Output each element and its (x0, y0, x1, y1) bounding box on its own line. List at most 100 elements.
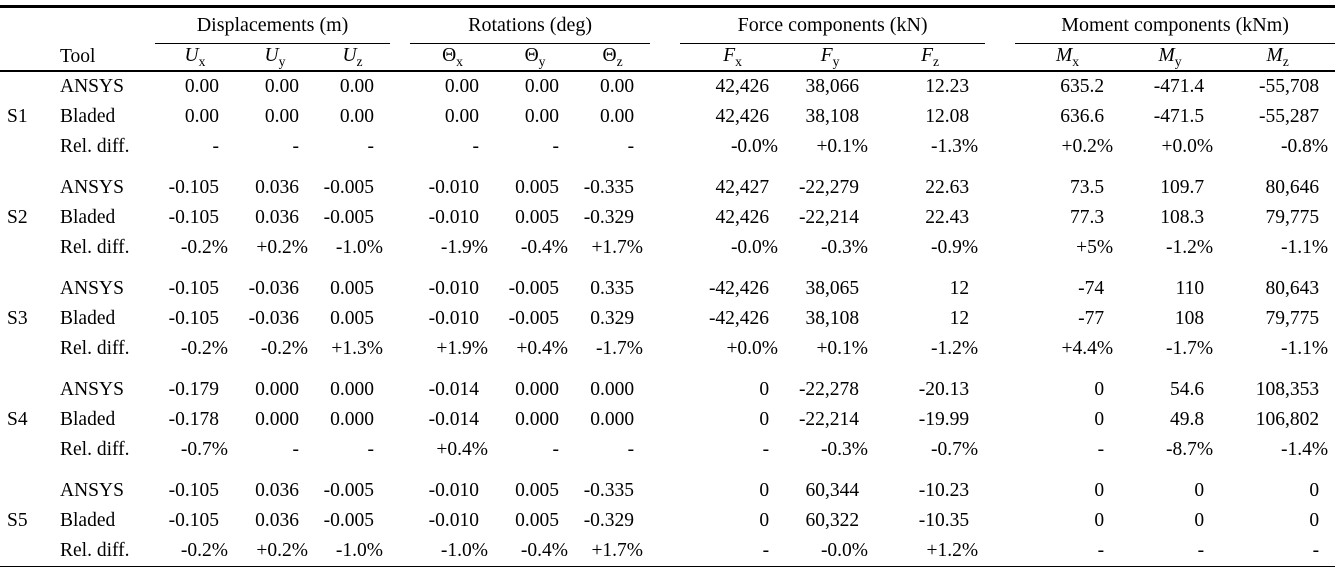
cell-s2-fx: 42,426 (715, 207, 770, 228)
column-group-gap (390, 435, 410, 465)
cell-s4-ux: -0.178 (168, 409, 219, 430)
column-group-gap (390, 132, 410, 162)
col-header-my: My (1120, 43, 1221, 72)
column-group-gap (985, 132, 1015, 162)
col-header-fz: Fz (875, 43, 986, 72)
column-group-gap (985, 364, 1015, 405)
cell-s4-fz: -20.13 (918, 379, 970, 400)
cell-s2-fy: -0.3% (820, 237, 869, 258)
cell-s2-theta-y: 0.005 (515, 177, 560, 198)
cell-s1-mx: 636.6 (1060, 106, 1105, 127)
cell-s5-fy: 60,344 (805, 480, 860, 501)
section-column-header (0, 43, 50, 72)
cell-s4-mx: 0 (1094, 379, 1105, 400)
cell-s3-theta-y: -0.005 (508, 278, 560, 299)
cell-s1-fy: 38,066 (805, 76, 860, 97)
column-group-gap (390, 203, 410, 233)
cell-s2-fy: -22,214 (798, 207, 860, 228)
tool-label: Rel. diff. (60, 439, 130, 460)
cell-s1-theta-y: 0.00 (524, 106, 560, 127)
cell-s4-uy: - (292, 439, 300, 460)
column-group-gap (390, 364, 410, 405)
tool-label: Rel. diff. (60, 237, 130, 258)
column-group-gap (650, 102, 680, 132)
cell-s3-fx: +0.0% (726, 338, 779, 359)
cell-s5-uy: 0.036 (255, 510, 299, 531)
cell-s2-uy: +0.2% (256, 237, 308, 258)
cell-s2-ux: -0.2% (180, 237, 228, 258)
tool-label: Bladed (60, 106, 116, 127)
column-group-gap (985, 506, 1015, 536)
cell-s1-fy: +0.1% (816, 136, 869, 157)
cell-s4-ux: -0.179 (168, 379, 219, 400)
cell-s3-uy: -0.036 (248, 308, 299, 329)
cell-s3-fy: 38,065 (805, 278, 860, 299)
table-row-s3-bladed: S3 Bladed -0.105 -0.036 0.005 -0.010 -0.005 0.3… (0, 304, 1335, 334)
cell-s4-uy: 0.000 (255, 379, 299, 400)
cell-s3-mx: -74 (1078, 278, 1105, 299)
cell-s3-fx: -42,426 (708, 278, 770, 299)
cell-s2-mz: -1.1% (1280, 237, 1329, 258)
cell-s2-uy: 0.036 (255, 177, 299, 198)
cell-s4-mz: 108,353 (1255, 379, 1320, 400)
cell-s2-theta-x: -1.9% (440, 237, 489, 258)
cell-s4-my: 54.6 (1169, 379, 1205, 400)
cell-s5-theta-x: -0.010 (428, 480, 480, 501)
column-group-gap (390, 233, 410, 263)
cell-s2-theta-y: 0.005 (515, 207, 560, 228)
cell-s3-fz: -1.2% (930, 338, 979, 359)
tool-label: ANSYS (60, 76, 124, 97)
cell-s3-fy: +0.1% (816, 338, 869, 359)
cell-s3-uz: +1.3% (331, 338, 384, 359)
cell-s4-uz: 0.000 (330, 409, 375, 430)
tool-label: Bladed (60, 308, 116, 329)
cell-s3-my: -1.7% (1165, 338, 1214, 359)
cell-s1-fx: 42,426 (715, 106, 770, 127)
cell-s4-theta-z: - (627, 439, 635, 460)
cell-s1-ux: 0.00 (184, 76, 219, 97)
table-row-s2-ansys: ANSYS -0.105 0.036 -0.005 -0.010 0.005 -0.335 4… (0, 162, 1335, 203)
cell-s5-mx: 0 (1094, 510, 1105, 531)
cell-s1-uz: - (367, 136, 375, 157)
cell-s5-ux: -0.105 (168, 510, 219, 531)
cell-s3-theta-z: -1.7% (595, 338, 644, 359)
cell-s4-uz: - (367, 439, 375, 460)
table-row-s1-rel-diff: Rel. diff. - - - - - - -0.0% +0.1% -1.3% +0.2% +0.0… (0, 132, 1335, 162)
cell-s1-my: +0.0% (1161, 136, 1214, 157)
table-row-s4-ansys: ANSYS -0.179 0.000 0.000 -0.014 0.000 0.000 0 -2… (0, 364, 1335, 405)
cell-s5-mz: 0 (1309, 480, 1320, 501)
column-group-gap (390, 43, 411, 72)
column-group-gap (985, 536, 1015, 567)
cell-s3-uz: 0.005 (330, 308, 375, 329)
cell-s3-fy: 38,108 (805, 308, 860, 329)
cell-s2-mx: +5% (1076, 237, 1114, 258)
table-body: ANSYS 0.00 0.00 0.00 0.00 0.00 0.00 42,426 38,06… (0, 71, 1335, 567)
group-header-blank (0, 7, 155, 44)
cell-s4-fx: 0 (759, 379, 770, 400)
cell-s3-theta-z: 0.335 (590, 278, 635, 299)
cell-s1-fz: 12.23 (925, 76, 970, 97)
cell-s2-fz: 22.43 (925, 207, 970, 228)
column-group-gap (985, 162, 1015, 203)
section-label-blank (0, 162, 50, 203)
cell-s5-theta-y: 0.005 (515, 480, 560, 501)
table-row-s5-ansys: ANSYS -0.105 0.036 -0.005 -0.010 0.005 -0.335 0… (0, 465, 1335, 506)
cell-s4-mz: 106,802 (1255, 409, 1320, 430)
cell-s1-mz: -55,708 (1258, 76, 1320, 97)
col-header-theta-x: Θx (410, 43, 496, 72)
cell-s3-theta-z: 0.329 (590, 308, 635, 329)
col-header-ux: Ux (155, 43, 235, 72)
cell-s5-theta-y: 0.005 (515, 510, 560, 531)
column-header-row: Tool Ux Uy Uz Θx Θy Θz Fx Fy Fz Mx My Mz (0, 43, 1335, 72)
section-label-blank (0, 71, 50, 102)
cell-s5-mz: - (1312, 540, 1320, 561)
cell-s2-fy: -22,279 (798, 177, 860, 198)
cell-s5-theta-z: -0.335 (583, 480, 635, 501)
section-label-blank (0, 132, 50, 162)
cell-s4-mx: - (1097, 439, 1105, 460)
table-row-s2-bladed: S2 Bladed -0.105 0.036 -0.005 -0.010 0.005 -0.3… (0, 203, 1335, 233)
col-header-uz: Uz (315, 43, 391, 72)
column-group-gap (985, 43, 1016, 72)
cell-s3-my: 110 (1175, 278, 1205, 299)
section-label-blank (0, 233, 50, 263)
